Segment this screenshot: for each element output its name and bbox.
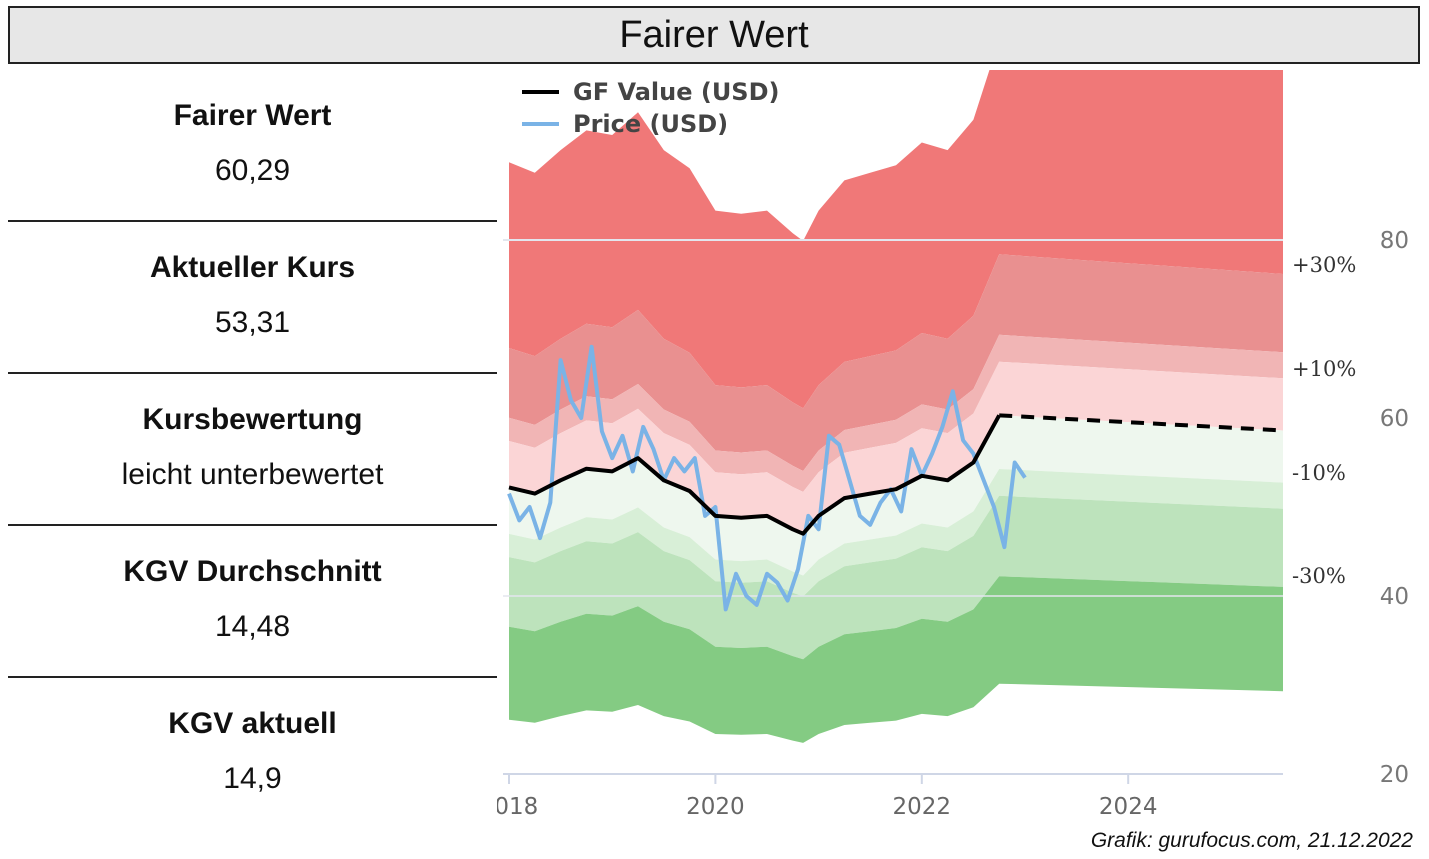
metric-value: 14,48 — [214, 610, 291, 643]
y-tick-label: 20 — [1380, 762, 1409, 788]
gf-value-chart: 20 40 60 80 2018 2020 2022 2024 +30% +10% -10% -30%… — [497, 70, 1409, 820]
metric-label: KGV aktuell — [168, 707, 337, 740]
metric-label: Aktueller Kurs — [149, 251, 356, 284]
x-tick-label: 2018 — [497, 794, 538, 820]
band-label: -10% — [1292, 461, 1346, 485]
price-line — [507, 344, 1027, 612]
metric-value: 14,9 — [223, 762, 282, 795]
overvalued-band — [509, 334, 1283, 492]
x-tick-label: 2022 — [893, 794, 952, 820]
metric-label: Fairer Wert — [173, 99, 332, 132]
y-tick-label: 60 — [1380, 406, 1409, 432]
metric-value: leicht unterbewertet — [121, 458, 384, 491]
y-tick-label: 80 — [1380, 228, 1409, 254]
overvalued-band — [509, 254, 1283, 471]
x-tick-label: 2024 — [1099, 794, 1158, 820]
undervalued-band — [509, 495, 1283, 660]
y-tick-label: 40 — [1380, 584, 1409, 610]
metrics-panel: Fairer Wert 60,29 Aktueller Kurs 53,31 K… — [8, 70, 497, 830]
metric-value: 60,29 — [214, 154, 291, 187]
legend-label-gf-value: GF Value (USD) — [573, 78, 779, 106]
metric-label: KGV Durchschnitt — [123, 555, 382, 588]
gf-value-line — [508, 414, 1001, 536]
x-tick-label: 2020 — [686, 794, 745, 820]
metric-pe-average: KGV Durchschnitt 14,48 — [8, 526, 497, 678]
undervalued-band — [509, 415, 1283, 576]
metric-label: Kursbewertung — [142, 403, 363, 436]
legend-label-price: Price (USD) — [573, 110, 728, 138]
band-label: +10% — [1292, 357, 1356, 381]
metric-pe-current: KGV aktuell 14,9 — [8, 678, 497, 830]
metric-current-price: Aktueller Kurs 53,31 — [8, 222, 497, 374]
page-title: Fairer Wert — [8, 6, 1420, 64]
undervalued-band — [509, 576, 1283, 743]
gf-value-projection-line — [999, 413, 1284, 433]
metric-fair-value: Fairer Wert 60,29 — [8, 70, 497, 222]
undervalued-band — [509, 469, 1283, 597]
metric-valuation: Kursbewertung leicht unterbewertet — [8, 374, 497, 526]
credit-note: Grafik: gurufocus.com, 21.12.2022 — [1090, 829, 1413, 852]
band-label: -30% — [1292, 564, 1346, 588]
metric-value: 53,31 — [214, 306, 291, 339]
band-label: +30% — [1292, 253, 1356, 277]
